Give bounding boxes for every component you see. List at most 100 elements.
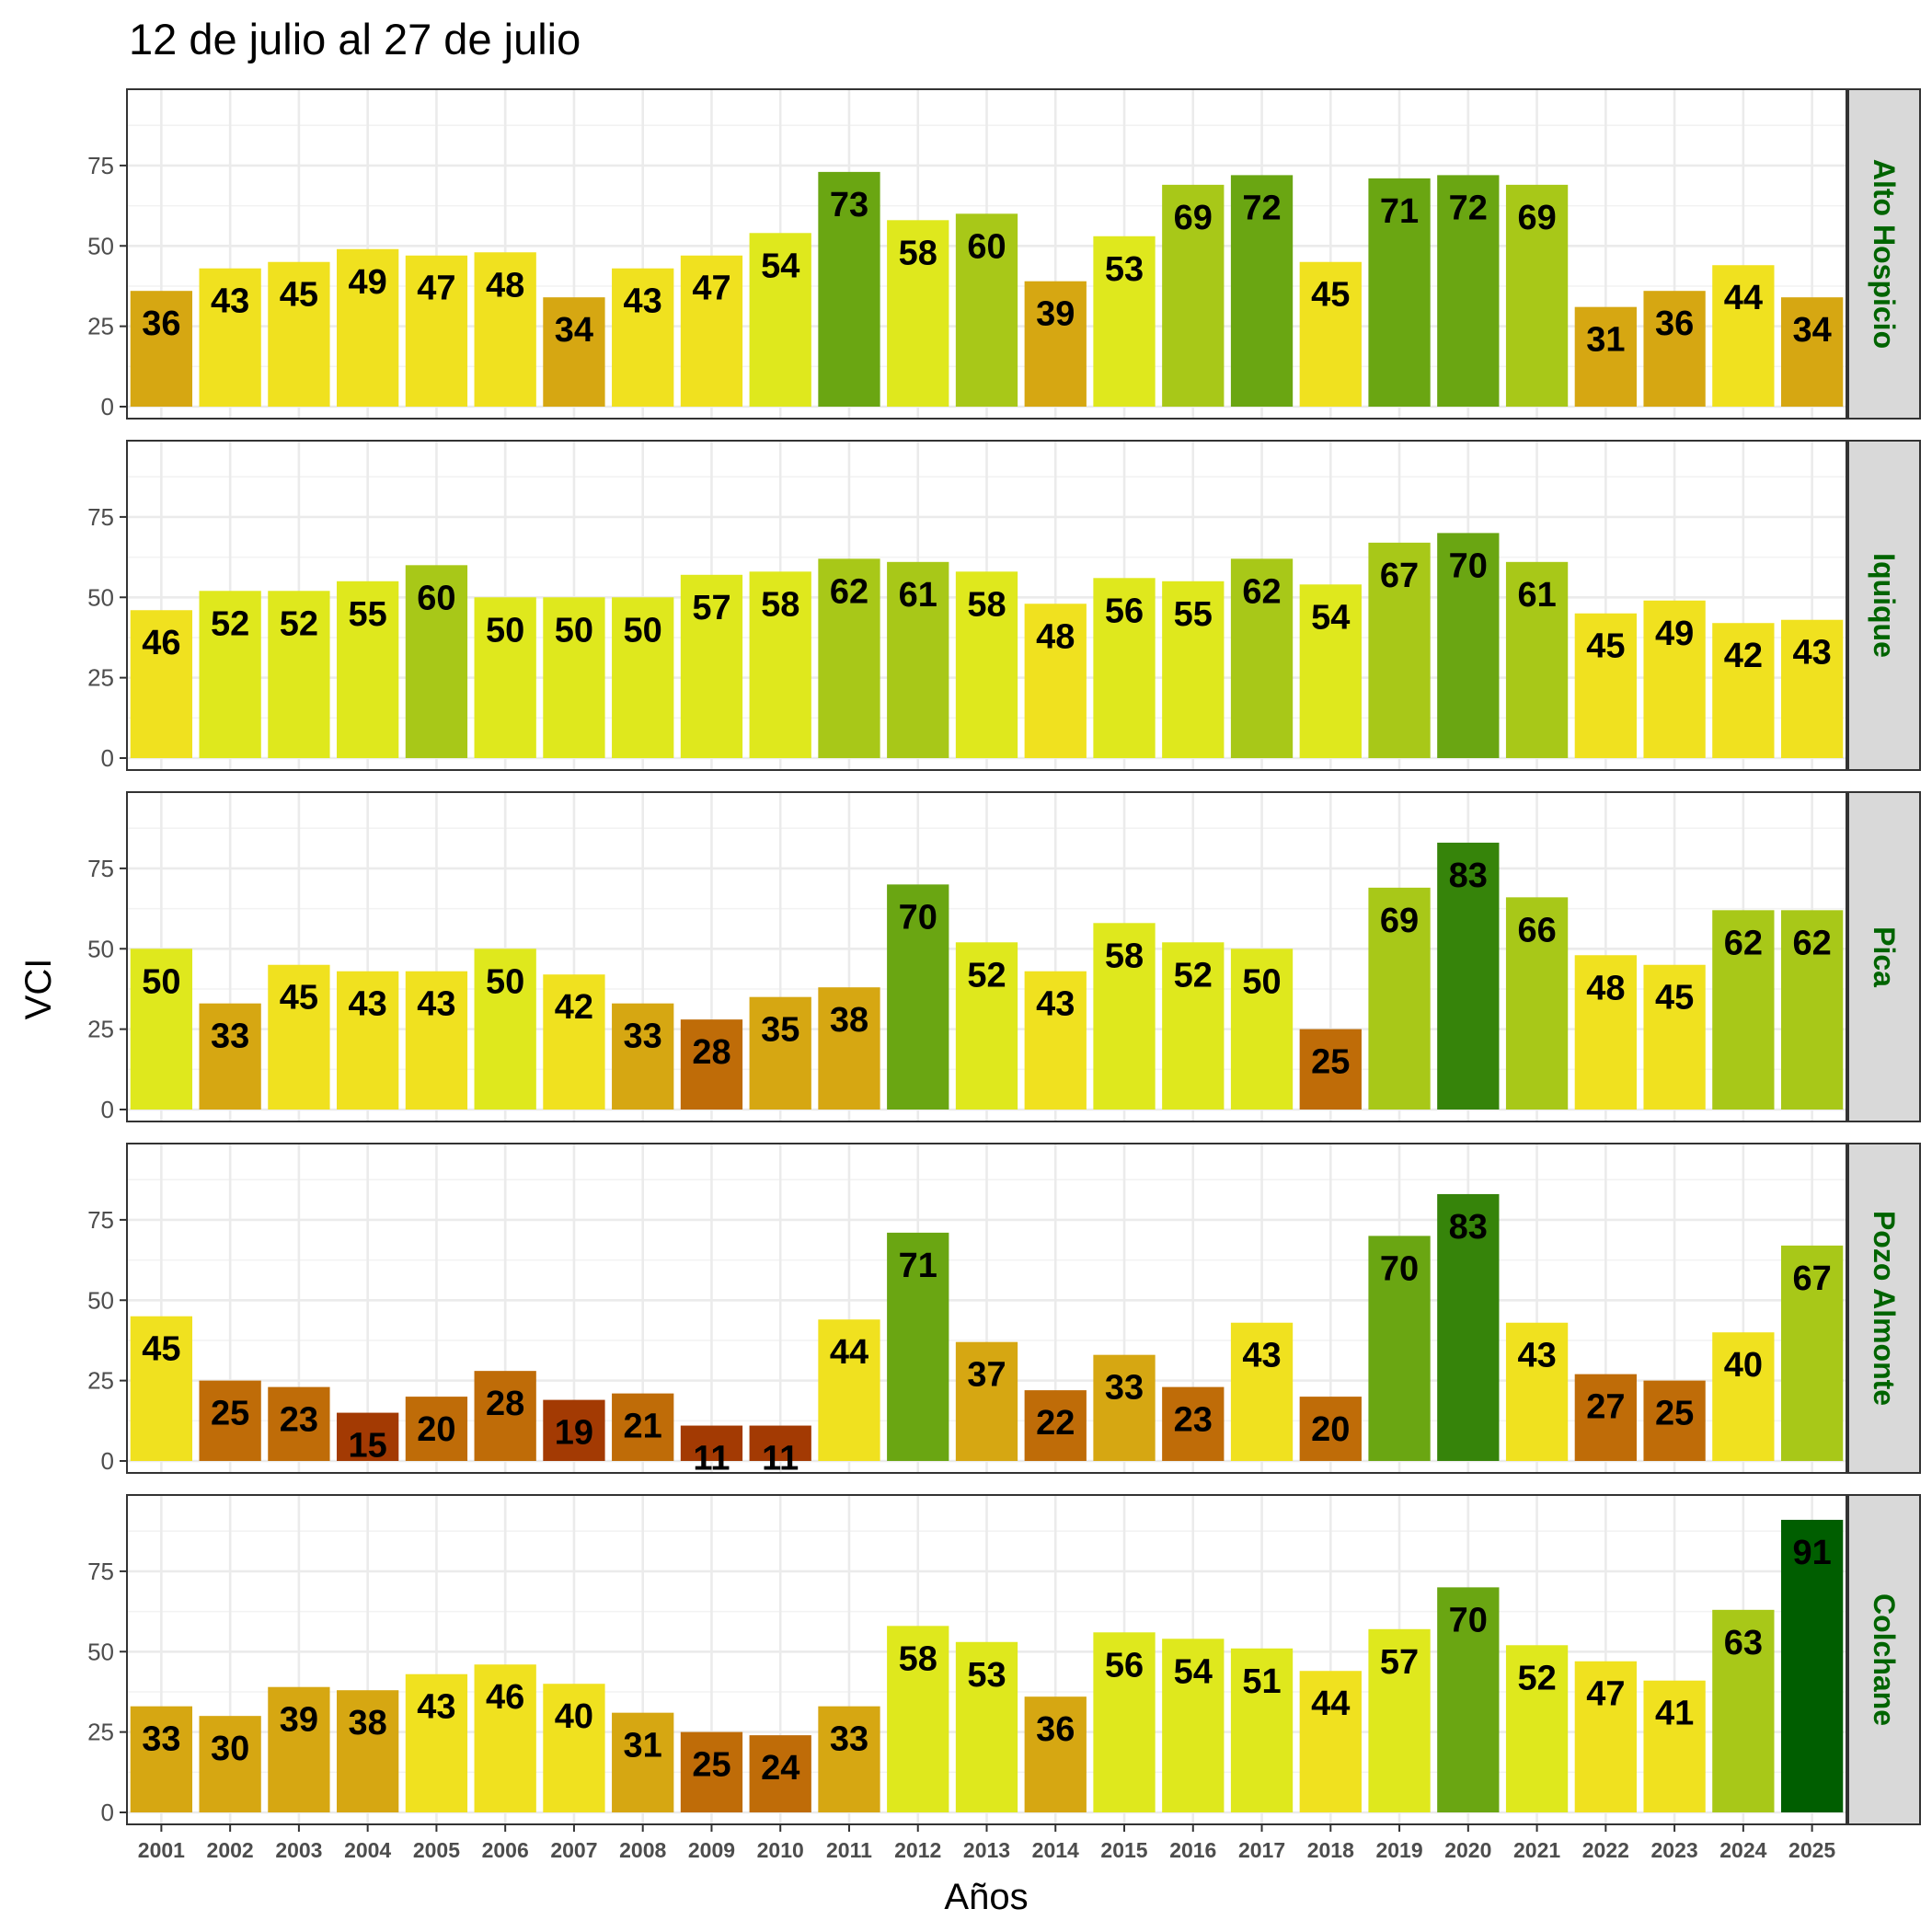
- bar-value-label: 47: [417, 270, 455, 308]
- x-tick-label: 2018: [1307, 1838, 1354, 1862]
- bar: [955, 1641, 1018, 1812]
- facet-strip: [1847, 1494, 1921, 1825]
- bar-value-label: 43: [624, 282, 662, 321]
- bar: [1093, 236, 1156, 407]
- bar-value-label: 72: [1242, 189, 1281, 227]
- x-tick-label: 2021: [1513, 1838, 1560, 1862]
- bar: [199, 1716, 261, 1812]
- x-tick-label: 2024: [1719, 1838, 1766, 1862]
- bar: [749, 1425, 811, 1461]
- bar: [1712, 1332, 1775, 1461]
- bar-value-label: 58: [899, 234, 937, 272]
- bar: [1368, 1628, 1431, 1812]
- bar: [818, 987, 880, 1110]
- bar: [680, 1731, 743, 1812]
- bar: [887, 561, 949, 758]
- bar: [1780, 1245, 1844, 1461]
- bar: [1024, 1696, 1087, 1812]
- x-tick-label: 2019: [1375, 1838, 1422, 1862]
- bar-value-label: 58: [1105, 937, 1144, 975]
- bar: [405, 1673, 468, 1812]
- x-tick-label: 2013: [963, 1838, 1010, 1862]
- bar-value-label: 52: [1174, 956, 1213, 995]
- bar: [818, 1706, 880, 1812]
- x-tick-label: 2012: [894, 1838, 941, 1862]
- bar-value-label: 43: [1242, 1337, 1281, 1375]
- y-tick-label: 25: [87, 313, 114, 340]
- bar-value-label: 48: [1586, 969, 1625, 1007]
- bar-value-label: 62: [1792, 924, 1831, 962]
- bar-value-label: 49: [1655, 615, 1694, 653]
- bar-value-label: 39: [1036, 295, 1075, 334]
- bar: [818, 1319, 880, 1461]
- x-tick-label: 2002: [207, 1838, 254, 1862]
- facet-panels: 36 43 45 49 47 48 34 43 47 54 73 58 60 39 53 69 72 45 71 72…: [87, 88, 1921, 1862]
- bar: [1437, 842, 1500, 1110]
- bar-value-label: 36: [1655, 305, 1694, 343]
- bar-value-label: 27: [1586, 1388, 1625, 1427]
- bar: [887, 884, 949, 1110]
- bar-value-label: 49: [349, 263, 387, 302]
- bar-value-label: 45: [1655, 979, 1694, 1018]
- bar-value-label: 72: [1449, 189, 1488, 227]
- bar-value-label: 28: [692, 1033, 730, 1072]
- bar: [818, 171, 880, 407]
- bar-value-label: 38: [349, 1704, 387, 1742]
- facet-strip: [1847, 1143, 1921, 1474]
- bar-value-label: 25: [692, 1746, 730, 1785]
- bar-value-label: 52: [211, 604, 249, 643]
- bar-value-label: 58: [967, 585, 1006, 624]
- bar: [1780, 619, 1844, 758]
- bar-value-label: 22: [1036, 1404, 1075, 1443]
- bar: [612, 1003, 674, 1110]
- panel-pozo-almonte: 45 25 23 15 20 28 19 21 11 11 44 71 37 22 33 23 43 20 70 83…: [87, 1143, 1921, 1478]
- bar-value-label: 70: [1449, 1601, 1488, 1639]
- bar: [199, 1003, 261, 1110]
- bar-value-label: 43: [1792, 634, 1831, 673]
- bar: [130, 1706, 193, 1812]
- bar: [1299, 1397, 1362, 1461]
- x-tick-label: 2016: [1169, 1838, 1216, 1862]
- bar: [474, 949, 536, 1110]
- bar: [749, 996, 811, 1110]
- bar: [337, 971, 399, 1110]
- bar: [268, 964, 330, 1110]
- bar-value-label: 43: [1036, 985, 1075, 1024]
- facet-strip: [1847, 791, 1921, 1122]
- facet-strip: [1847, 88, 1921, 420]
- y-tick-label: 0: [101, 744, 114, 772]
- panel-alto-hospicio: 36 43 45 49 47 48 34 43 47 54 73 58 60 39 53 69 72 45 71 72…: [87, 88, 1921, 420]
- bar-value-label: 70: [899, 898, 937, 937]
- y-tick-label: 50: [87, 232, 114, 259]
- bar-value-label: 44: [1724, 279, 1763, 317]
- bar: [1505, 184, 1569, 407]
- bar: [1437, 1193, 1500, 1461]
- bar: [1643, 291, 1706, 407]
- bar: [1368, 542, 1431, 758]
- bar: [1574, 1661, 1637, 1812]
- facet-strip-label: Iquique: [1868, 553, 1901, 658]
- bar: [749, 233, 811, 407]
- bar: [1230, 1322, 1294, 1461]
- bar: [337, 1690, 399, 1812]
- bar-value-label: 71: [899, 1247, 937, 1285]
- bar: [543, 1684, 605, 1812]
- x-tick-label: 2014: [1032, 1838, 1079, 1862]
- panel-border: [126, 1143, 1847, 1474]
- bar: [474, 1664, 536, 1812]
- bar-value-label: 11: [762, 1440, 799, 1478]
- bar: [268, 1686, 330, 1812]
- bar: [818, 558, 880, 758]
- facet-strip-label: Alto Hospicio: [1868, 159, 1901, 349]
- facet-strip-label: Colchane: [1868, 1593, 1901, 1726]
- x-tick-label: 2010: [757, 1838, 804, 1862]
- y-tick-label: 50: [87, 583, 114, 611]
- bar-value-label: 50: [486, 611, 524, 650]
- bar-value-label: 47: [692, 270, 730, 308]
- bar: [680, 1019, 743, 1110]
- bar: [1505, 1645, 1569, 1812]
- bar-value-label: 36: [142, 305, 180, 343]
- bar-value-label: 51: [1242, 1662, 1281, 1701]
- bar-value-label: 46: [486, 1678, 524, 1717]
